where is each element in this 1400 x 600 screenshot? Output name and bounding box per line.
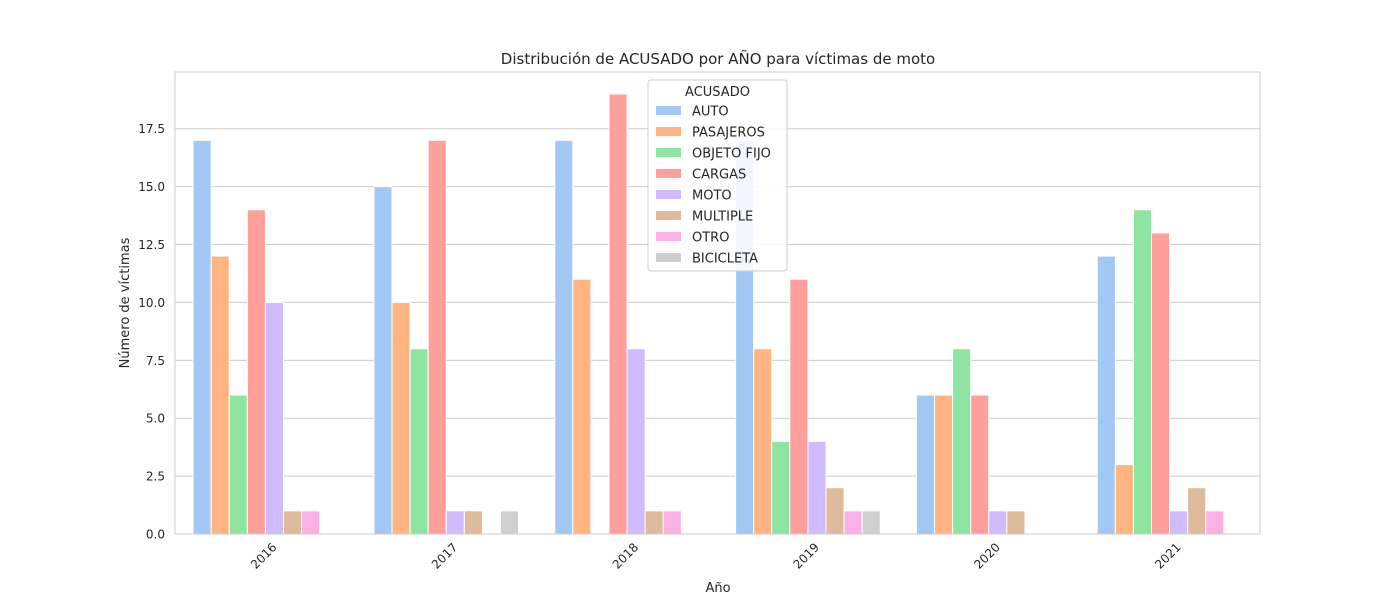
y-tick-label: 5.0 (146, 412, 165, 426)
bar-bicicleta-2019 (861, 510, 881, 535)
x-tick-label: 2016 (248, 540, 279, 571)
bar-multiple-2017 (463, 510, 483, 535)
chart-title: Distribución de ACUSADO por AÑO para víc… (501, 49, 935, 68)
y-tick-label: 7.5 (146, 354, 165, 368)
x-tick-label: 2018 (610, 540, 641, 571)
legend-swatch (656, 253, 681, 262)
legend: ACUSADO AUTO PASAJEROS OBJETO FIJO CARGAS MO… (647, 79, 788, 272)
legend-label: OBJETO FIJO (692, 147, 771, 162)
legend-swatch (656, 169, 681, 178)
bar-cargas-2016 (246, 209, 266, 535)
x-axis-label: Año (705, 581, 730, 596)
x-axis: 2016 2017 2018 2019 2020 2021 (248, 540, 1184, 571)
bar-otro-2021 (1205, 510, 1225, 535)
bar-objeto-fijo-2016 (228, 394, 248, 535)
bar-cargas-2021 (1151, 232, 1171, 535)
x-tick-label: 2020 (971, 540, 1002, 571)
legend-label: MOTO (692, 189, 732, 204)
legend-label: AUTO (692, 105, 729, 120)
legend-label: OTRO (692, 231, 729, 246)
legend-box (647, 79, 788, 272)
bar-pasajeros-2020 (934, 394, 954, 535)
bar-auto-2021 (1096, 255, 1116, 535)
bar-multiple-2016 (283, 510, 303, 535)
bar-cargas-2018 (608, 93, 628, 535)
bar-multiple-2019 (825, 487, 845, 535)
bar-moto-2016 (264, 301, 284, 535)
y-axis: 0.0 2.5 5.0 7.5 10.0 12.5 15.0 17.5 (138, 122, 165, 541)
y-axis-label: Número de víctimas (118, 237, 133, 368)
bar-moto-2018 (626, 348, 646, 535)
bar-otro-2018 (662, 510, 682, 535)
legend-swatch (656, 211, 681, 220)
bar-moto-2019 (807, 440, 827, 535)
x-tick-label: 2017 (429, 540, 460, 571)
bar-cargas-2019 (789, 278, 809, 535)
legend-swatch (656, 190, 681, 199)
bar-auto-2016 (192, 139, 212, 535)
legend-label: MULTIPLE (692, 210, 753, 225)
y-tick-label: 15.0 (138, 180, 165, 194)
legend-label: BICICLETA (692, 252, 758, 267)
y-tick-label: 0.0 (146, 528, 165, 542)
bar-auto-2018 (554, 139, 574, 535)
bar-otro-2019 (843, 510, 863, 535)
bar-cargas-2017 (427, 139, 447, 535)
plot-frame (174, 71, 1261, 535)
bar-objeto-fijo-2020 (952, 348, 972, 535)
bar-moto-2017 (445, 510, 465, 535)
y-tick-label: 2.5 (146, 470, 165, 484)
bar-auto-2020 (915, 394, 936, 535)
bar-moto-2020 (988, 510, 1008, 535)
bar-cargas-2020 (970, 394, 990, 535)
bar-otro-2016 (301, 510, 321, 535)
bar-pasajeros-2016 (210, 255, 230, 535)
bar-objeto-fijo-2019 (771, 440, 791, 535)
x-tick-label: 2019 (791, 540, 822, 571)
legend-swatch (656, 232, 681, 241)
bar-pasajeros-2018 (572, 278, 592, 535)
legend-swatch (656, 127, 681, 136)
bar-multiple-2021 (1187, 487, 1207, 535)
y-tick-label: 12.5 (138, 238, 165, 252)
legend-label: CARGAS (692, 168, 746, 183)
legend-swatch (656, 106, 681, 115)
bar-objeto-fijo-2017 (409, 348, 429, 535)
bar-pasajeros-2019 (753, 348, 773, 535)
bar-multiple-2018 (644, 510, 664, 535)
bar-auto-2017 (373, 186, 393, 535)
y-tick-label: 17.5 (138, 122, 165, 136)
bar-bicicleta-2017 (500, 510, 520, 535)
x-tick-label: 2021 (1152, 540, 1183, 571)
bar-moto-2021 (1169, 510, 1189, 535)
legend-label: PASAJEROS (692, 126, 765, 141)
bar-multiple-2020 (1006, 510, 1026, 535)
bar-pasajeros-2017 (391, 301, 411, 535)
y-tick-label: 10.0 (138, 296, 165, 310)
bar-pasajeros-2021 (1114, 464, 1134, 535)
legend-title: ACUSADO (685, 85, 750, 100)
bar-objeto-fijo-2021 (1132, 209, 1152, 535)
legend-swatch (656, 148, 681, 157)
